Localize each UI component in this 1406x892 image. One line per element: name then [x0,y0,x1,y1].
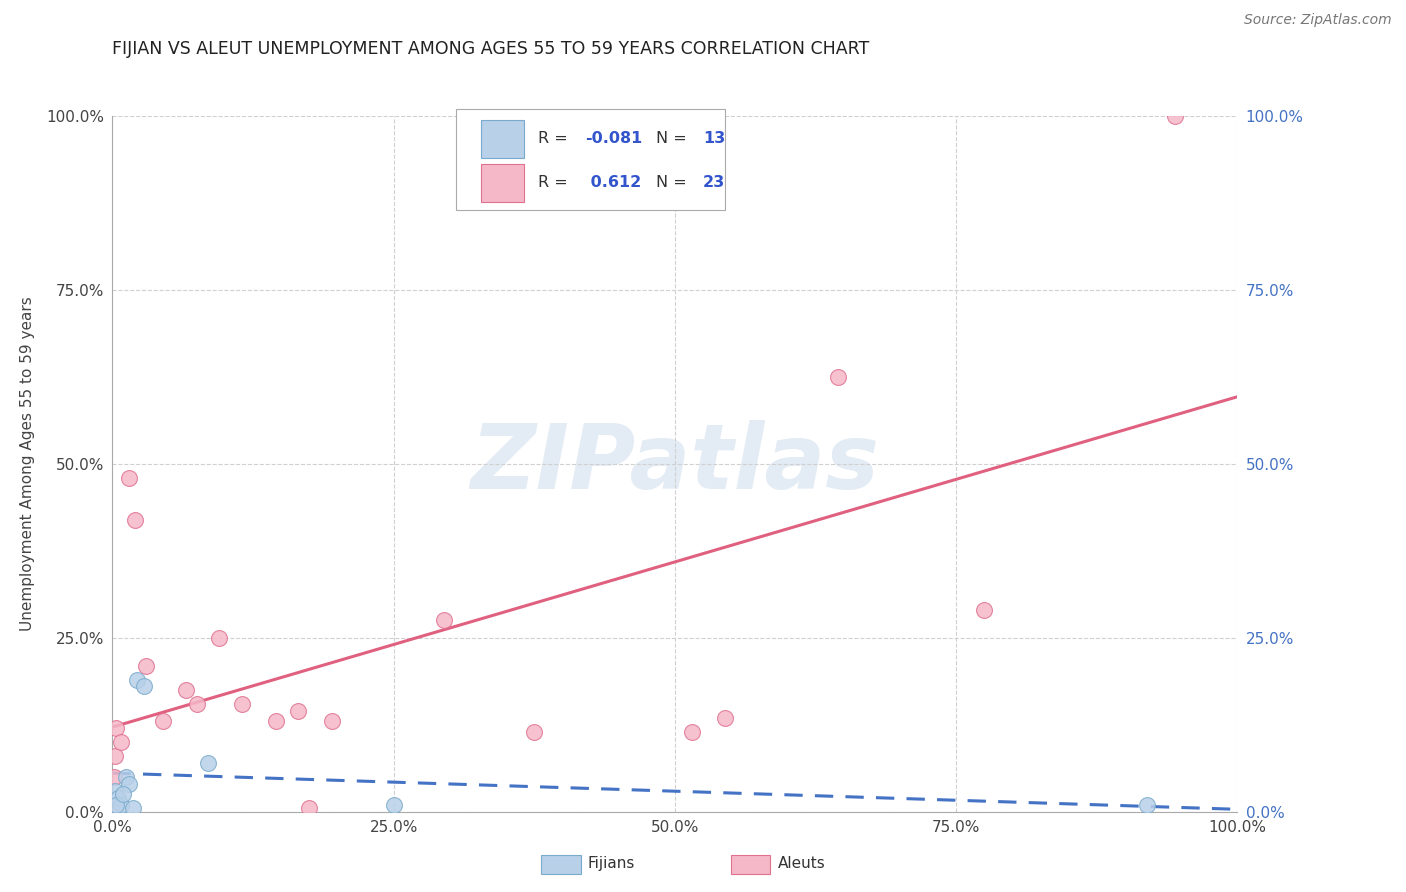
Text: 13: 13 [703,131,725,146]
Text: Source: ZipAtlas.com: Source: ZipAtlas.com [1244,13,1392,28]
Point [121,801,143,815]
Point [827,369,849,384]
Text: -0.081: -0.081 [585,131,643,146]
Point [118,471,141,485]
FancyBboxPatch shape [481,120,524,158]
Point [287,704,309,718]
Point [174,683,197,698]
Point [208,631,231,645]
Point [523,724,546,739]
Point [104,721,127,735]
Point [433,614,456,628]
Point [111,788,134,801]
Point [1136,797,1159,812]
Text: N =: N = [655,176,692,190]
Point [110,797,132,812]
FancyBboxPatch shape [481,164,524,202]
Point [103,770,125,784]
Point [197,756,219,770]
Point [714,711,737,725]
Text: 0.612: 0.612 [585,176,641,190]
Point [264,714,287,729]
Point [152,714,174,729]
Point [973,603,995,617]
Y-axis label: Unemployment Among Ages 55 to 59 years: Unemployment Among Ages 55 to 59 years [20,296,35,632]
Point [132,680,155,694]
Point [104,784,127,798]
Point [186,697,208,711]
Point [298,801,321,815]
Text: ZIPatlas: ZIPatlas [471,420,879,508]
Point [115,770,138,784]
FancyBboxPatch shape [456,109,725,210]
Text: FIJIAN VS ALEUT UNEMPLOYMENT AMONG AGES 55 TO 59 YEARS CORRELATION CHART: FIJIAN VS ALEUT UNEMPLOYMENT AMONG AGES … [112,40,870,58]
Point [118,777,141,791]
Point [1164,109,1187,123]
Point [127,673,149,687]
Point [135,658,157,673]
Point [104,797,127,812]
Point [124,512,146,526]
Text: N =: N = [655,131,692,146]
Point [107,790,129,805]
Text: Aleuts: Aleuts [778,856,825,871]
Point [110,735,132,749]
Text: 23: 23 [703,176,725,190]
Text: Fijians: Fijians [588,856,636,871]
Text: R =: R = [537,176,572,190]
Point [321,714,343,729]
Point [104,749,127,764]
Text: R =: R = [537,131,572,146]
Point [231,697,253,711]
Point [382,797,405,812]
Point [681,724,703,739]
